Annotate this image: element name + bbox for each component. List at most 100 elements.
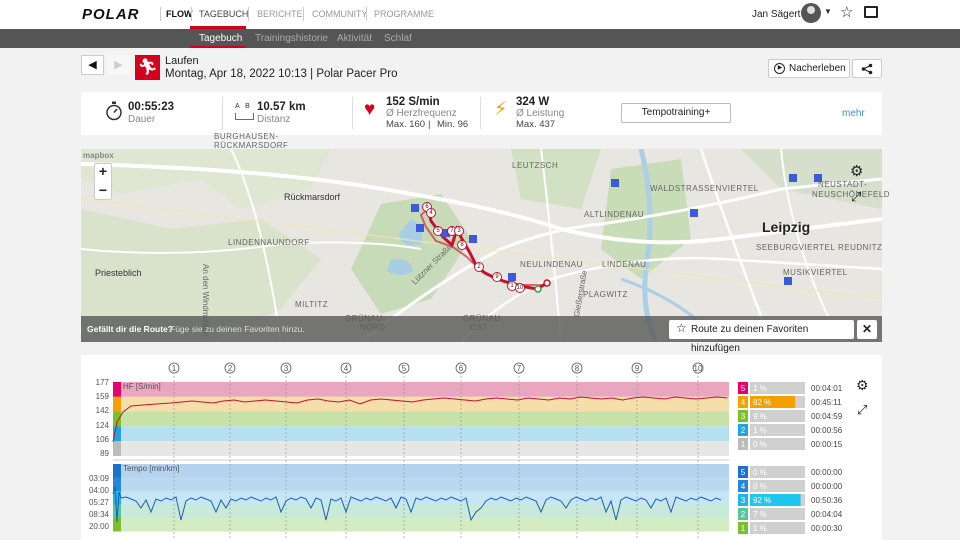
nav-community[interactable]: COMMUNITY xyxy=(312,9,368,19)
route-km-marker[interactable]: 3 xyxy=(454,226,464,236)
replay-button[interactable]: Nacherleben xyxy=(768,59,850,78)
km-marker-label: 9 xyxy=(635,364,640,373)
route-km-marker[interactable]: 10 xyxy=(515,283,525,293)
zoom-out-button[interactable]: − xyxy=(98,182,108,198)
pace-zone-band xyxy=(113,518,729,532)
pace-zone-time: 00:00:00 xyxy=(811,482,843,491)
hr-zone-number-box xyxy=(738,382,748,394)
tab-trainingshistorie[interactable]: Trainingshistorie xyxy=(255,33,328,44)
chevron-down-icon[interactable]: ▼ xyxy=(824,7,832,16)
hr-series-label: HF [S/min] xyxy=(123,382,161,391)
hr-zone-bar-fill xyxy=(750,410,755,422)
zoom-in-button[interactable]: + xyxy=(98,163,108,179)
pace-axis-tick: 08:34 xyxy=(89,510,110,519)
pace-zone-marker xyxy=(113,464,121,478)
hr-zone-time: 00:45:11 xyxy=(811,398,842,407)
map-label: WALDSTRASSENVIERTEL xyxy=(650,184,759,193)
hr-zone-percent: 9 % xyxy=(753,412,767,421)
hr-series-line xyxy=(112,396,728,443)
km-marker-badge xyxy=(571,362,583,374)
pace-zone-marker xyxy=(113,518,121,532)
chart-fullscreen-icon[interactable]: ⤢ xyxy=(857,402,868,417)
route-map[interactable] xyxy=(81,149,882,342)
pace-zone-number: 1 xyxy=(741,524,746,533)
km-marker-label: 10 xyxy=(694,364,703,373)
km-marker-label: 2 xyxy=(228,364,233,373)
pace-axis-tick: 04:00 xyxy=(89,486,110,495)
hr-zone-number: 5 xyxy=(741,384,746,393)
hr-zone-time: 00:00:15 xyxy=(811,440,843,449)
pace-zone-number-box xyxy=(738,522,748,534)
share-button[interactable] xyxy=(852,59,882,78)
map-label: LINDENAU xyxy=(602,260,647,269)
pace-zone-marker xyxy=(113,491,121,505)
message-icon[interactable] xyxy=(864,6,878,18)
map-label: NEUSTADT- xyxy=(818,180,868,189)
star-icon[interactable]: ☆ xyxy=(840,4,854,21)
pace-zone-marker xyxy=(113,477,121,491)
hr-zone-bar-bg xyxy=(750,438,805,450)
tab-active-indicator xyxy=(190,46,246,48)
more-link[interactable]: mehr xyxy=(842,108,865,119)
nav-divider xyxy=(248,7,249,21)
km-marker-badge xyxy=(631,362,643,374)
map-fullscreen-icon[interactable]: ⤢ xyxy=(851,189,862,204)
km-marker-label: 7 xyxy=(517,364,522,373)
hr-zone-band xyxy=(113,441,729,456)
hr-zone-marker xyxy=(113,396,121,412)
flow-label: FLOW xyxy=(166,9,193,19)
route-km-marker[interactable]: 4 xyxy=(426,208,436,218)
heart-icon: ♥ xyxy=(364,99,376,120)
hr-zone-number: 3 xyxy=(741,412,746,421)
map-settings-gear-icon[interactable]: ⚙ xyxy=(850,163,864,180)
nav-programme[interactable]: PROGRAMME xyxy=(374,9,435,19)
pace-zone-number-box xyxy=(738,494,748,506)
avatar[interactable] xyxy=(801,3,821,23)
pace-zone-bar-fill xyxy=(750,494,801,506)
map-label: Priesteblich xyxy=(95,268,142,278)
next-button[interactable]: ▶ xyxy=(107,55,130,75)
route-km-marker[interactable]: 9 xyxy=(492,272,502,282)
hr-zone-percent: 1 % xyxy=(753,426,767,435)
route-km-marker[interactable]: 2 xyxy=(474,262,484,272)
add-favorite-route-button[interactable]: Route zu deinen Favoriten hinzufügen xyxy=(669,320,854,354)
chart-settings-gear-icon[interactable]: ⚙ xyxy=(856,377,869,393)
hr-min: Min. 96 xyxy=(437,119,469,130)
pace-zone-number-box xyxy=(738,508,748,520)
tempo-training-button[interactable]: Tempotraining+ xyxy=(621,103,731,123)
km-marker-label: 6 xyxy=(459,364,464,373)
hr-zone-bar-bg xyxy=(750,410,805,422)
tab-schlaf[interactable]: Schlaf xyxy=(384,33,412,44)
pace-axis-tick: 05:27 xyxy=(89,498,110,507)
nav-active-indicator xyxy=(190,26,246,29)
polar-logo[interactable]: POLAR xyxy=(82,6,140,23)
activity-sport: Laufen xyxy=(165,55,199,67)
user-name[interactable]: Jan Sägert xyxy=(752,9,801,20)
tab-aktivitaet[interactable]: Aktivität xyxy=(337,33,373,44)
route-km-marker[interactable]: 8 xyxy=(457,240,467,250)
previous-button[interactable]: ◀ xyxy=(81,55,104,75)
nav-divider xyxy=(303,7,304,21)
hr-zone-number-box xyxy=(738,438,748,450)
pace-zone-bar-fill xyxy=(750,522,751,534)
hr-zone-marker xyxy=(113,382,121,397)
close-banner-button[interactable]: ✕ xyxy=(857,320,877,339)
pace-axis-tick: 20:00 xyxy=(89,522,110,531)
nav-tagebuch[interactable]: TAGEBUCH xyxy=(199,9,249,19)
pace-zone-time: 00:00:30 xyxy=(811,524,843,533)
pace-zone-number: 3 xyxy=(741,496,746,505)
tab-tagebuch[interactable]: Tagebuch xyxy=(199,33,243,44)
nav-berichte[interactable]: BERICHTE xyxy=(257,9,303,19)
map-label: NEULINDENAU xyxy=(520,260,583,269)
duration-label: Dauer xyxy=(128,114,156,125)
favorite-hint: Füge sie zu deinen Favoriten hinzu. xyxy=(170,324,305,334)
stats-divider xyxy=(352,97,353,129)
km-marker-label: 4 xyxy=(344,364,349,373)
hr-zone-bar-fill xyxy=(750,396,796,408)
mapbox-logo[interactable]: mapbox xyxy=(83,151,114,160)
km-marker-label: 5 xyxy=(402,364,407,373)
route-km-marker[interactable]: 5 xyxy=(433,226,443,236)
hr-zone-number-box xyxy=(738,424,748,436)
pace-zone-band xyxy=(113,504,729,518)
